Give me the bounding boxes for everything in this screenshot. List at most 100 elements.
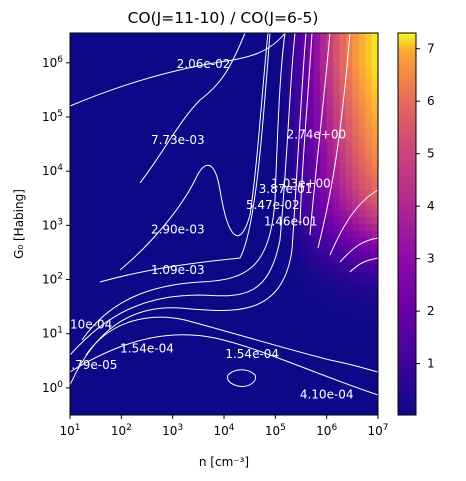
heatmap-cell — [371, 271, 379, 279]
heatmap-cell — [333, 33, 340, 41]
heatmap-cell — [352, 292, 360, 300]
heatmap-cell — [307, 121, 315, 129]
heatmap-cell — [307, 169, 315, 177]
heatmap-cell — [326, 121, 334, 129]
contour-labels: 2.06e-02 7.73e-03 2.90e-03 1.09e-03 4.10e-04… — [59, 57, 354, 402]
heatmap-cell — [313, 196, 321, 204]
heatmap-cell — [326, 108, 334, 116]
heatmap-cell — [333, 299, 340, 307]
heatmap-cell — [345, 244, 353, 252]
heatmap-cell — [313, 94, 321, 102]
heatmap-cell — [320, 155, 328, 164]
heatmap-cell — [339, 67, 347, 75]
heatmap-cell — [313, 217, 321, 225]
heatmap-cell — [371, 203, 379, 211]
heatmap-cell — [326, 176, 334, 184]
heatmap-cell — [313, 87, 321, 95]
heatmap-cell — [365, 224, 372, 232]
heatmap-cell — [358, 292, 366, 300]
heatmap-cell — [371, 128, 379, 136]
heatmap-cell — [320, 183, 328, 191]
heatmap-cell — [345, 299, 353, 307]
heatmap-cell — [358, 196, 366, 204]
heatmap-cell — [345, 251, 353, 259]
heatmap-cell — [345, 224, 353, 232]
heatmap-cell — [339, 251, 347, 259]
colorbar: 1 2 3 4 5 6 7 — [397, 32, 435, 416]
heatmap-cell — [294, 67, 302, 75]
heatmap-cell — [371, 94, 379, 102]
heatmap-cell — [371, 176, 379, 184]
heatmap-cell — [301, 33, 308, 41]
heatmap-cell — [301, 189, 308, 198]
heatmap-cell — [352, 94, 360, 102]
heatmap-cell — [307, 60, 315, 68]
heatmap-cell — [371, 230, 379, 239]
heatmap-cell — [371, 189, 379, 198]
colorbar-ticks: 1 2 3 4 5 6 7 — [416, 42, 435, 371]
heatmap-cell — [294, 101, 302, 109]
heatmap-cell — [345, 73, 353, 82]
heatmap-cell — [320, 203, 328, 211]
heatmap-cell — [301, 101, 308, 109]
heatmap-cell — [326, 278, 334, 286]
heatmap-cell — [365, 299, 372, 307]
heatmap-cell — [371, 305, 379, 314]
heatmap-cell — [313, 278, 321, 286]
heatmap-cell — [365, 210, 372, 218]
heatmap-cell — [326, 285, 334, 293]
heatmap-cell — [339, 237, 347, 245]
heatmap-cell — [352, 285, 360, 293]
heatmap-cell — [352, 87, 360, 95]
heatmap-cell — [320, 73, 328, 82]
heatmap-cell — [313, 67, 321, 75]
heatmap-cell — [313, 251, 321, 259]
heatmap-cell — [365, 278, 372, 286]
heatmap-cell — [345, 210, 353, 218]
heatmap-cell — [365, 292, 372, 300]
heatmap-cell — [326, 155, 334, 164]
heatmap-cell — [371, 162, 379, 170]
heatmap-cell — [333, 114, 340, 123]
heatmap-cell — [345, 135, 353, 143]
heatmap-cell — [345, 183, 353, 191]
heatmap-cell — [358, 264, 366, 273]
heatmap-cell — [326, 101, 334, 109]
heatmap-cell — [333, 278, 340, 286]
heatmap-cell — [326, 230, 334, 239]
heatmap-cell — [333, 244, 340, 252]
heatmap-cell — [307, 258, 315, 266]
heatmap-cell — [352, 135, 360, 143]
heatmap-cell — [288, 101, 295, 109]
heatmap-cell — [281, 135, 289, 143]
heatmap-cell — [371, 121, 379, 129]
heatmap-cell — [294, 224, 302, 232]
heatmap-cell — [288, 114, 295, 123]
heatmap-cell — [358, 114, 366, 123]
heatmap-cell — [313, 230, 321, 239]
heatmap-cells — [281, 33, 379, 327]
heatmap-cell — [301, 39, 308, 48]
heatmap-cell — [365, 121, 372, 129]
heatmap-cell — [307, 142, 315, 150]
heatmap-cell — [301, 148, 308, 157]
heatmap-cell — [301, 114, 308, 123]
contour-label: 4.10e-04 — [300, 388, 354, 402]
heatmap-cell — [345, 258, 353, 266]
heatmap-cell — [307, 271, 315, 279]
heatmap-cell — [371, 101, 379, 109]
heatmap-cell — [307, 244, 315, 252]
heatmap-cell — [313, 169, 321, 177]
heatmap-cell — [358, 251, 366, 259]
heatmap-cell — [288, 121, 295, 129]
chart-title: CO(J=11-10) / CO(J=6-5) — [128, 9, 319, 27]
heatmap-cell — [365, 176, 372, 184]
heatmap-cell — [365, 94, 372, 102]
heatmap-cell — [301, 169, 308, 177]
heatmap-cell — [371, 60, 379, 68]
heatmap-cell — [339, 135, 347, 143]
heatmap-cell — [358, 46, 366, 54]
heatmap-cell — [301, 278, 308, 286]
heatmap-cell — [326, 128, 334, 136]
heatmap-cell — [333, 46, 340, 54]
